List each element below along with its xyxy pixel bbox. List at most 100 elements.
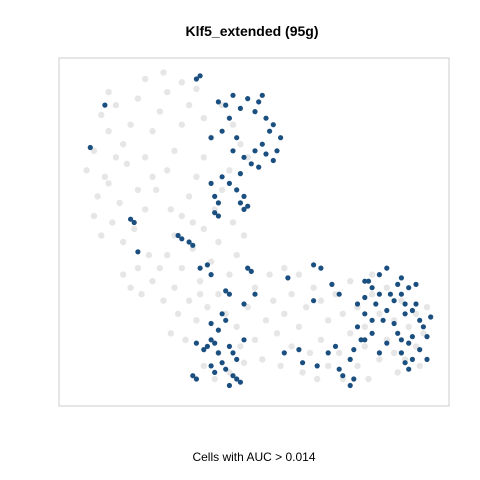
highlighted-cell-point bbox=[226, 180, 232, 186]
background-cell-point bbox=[156, 108, 163, 115]
highlighted-cell-point bbox=[413, 301, 419, 307]
background-cell-point bbox=[244, 154, 251, 161]
background-cell-point bbox=[127, 284, 134, 291]
background-cell-point bbox=[196, 278, 204, 285]
background-cell-point bbox=[112, 154, 120, 161]
background-cell-point bbox=[131, 225, 138, 233]
background-cell-point bbox=[218, 186, 226, 194]
background-cell-point bbox=[405, 323, 412, 330]
highlighted-cell-point bbox=[354, 324, 361, 330]
highlighted-cell-point bbox=[398, 275, 404, 281]
highlighted-cell-point bbox=[300, 360, 306, 366]
highlighted-cell-point bbox=[237, 200, 243, 206]
highlighted-cell-point bbox=[376, 291, 382, 297]
background-cell-point bbox=[266, 271, 273, 278]
background-cell-point bbox=[167, 206, 174, 213]
background-cell-point bbox=[149, 128, 156, 135]
highlighted-cell-point bbox=[252, 291, 258, 297]
highlighted-cell-point bbox=[409, 334, 415, 340]
highlighted-cell-point bbox=[417, 317, 423, 323]
background-cell-point bbox=[171, 147, 178, 154]
background-cell-point bbox=[145, 251, 153, 259]
background-cell-point bbox=[171, 284, 178, 291]
highlighted-cell-point bbox=[391, 298, 397, 304]
background-cell-point bbox=[164, 88, 171, 96]
background-cell-point bbox=[156, 264, 163, 272]
highlighted-cell-point bbox=[285, 275, 291, 281]
background-cell-point bbox=[347, 278, 354, 285]
background-cell-point bbox=[160, 297, 167, 304]
background-cell-point bbox=[138, 291, 145, 298]
highlighted-cell-point bbox=[131, 219, 137, 226]
background-cell-point bbox=[251, 336, 259, 343]
background-cell-point bbox=[178, 212, 185, 220]
highlighted-cell-point bbox=[204, 262, 210, 268]
highlighted-cell-point bbox=[190, 242, 196, 248]
highlighted-cells bbox=[87, 73, 434, 389]
background-cell-point bbox=[134, 186, 142, 194]
background-cell-point bbox=[182, 336, 189, 343]
highlighted-cell-point bbox=[281, 350, 287, 356]
background-cell-point bbox=[310, 284, 317, 291]
highlighted-cell-point bbox=[362, 337, 368, 343]
background-cell-point bbox=[270, 297, 277, 304]
highlighted-cell-point bbox=[409, 356, 415, 362]
background-cell-point bbox=[127, 121, 134, 128]
background-cell-point bbox=[105, 180, 112, 187]
highlighted-cell-point bbox=[193, 376, 199, 382]
highlighted-cell-point bbox=[384, 340, 390, 346]
highlighted-cell-point bbox=[230, 373, 236, 379]
background-cell-point bbox=[178, 79, 185, 86]
background-cell-point bbox=[262, 317, 270, 324]
background-cell-point bbox=[368, 291, 376, 298]
highlighted-cell-point bbox=[267, 128, 273, 134]
background-cell-point bbox=[105, 88, 112, 96]
highlighted-cell-point bbox=[212, 369, 218, 375]
highlighted-cell-point bbox=[245, 265, 251, 271]
background-cell-point bbox=[215, 238, 222, 246]
highlighted-cell-point bbox=[208, 320, 214, 327]
background-cell-point bbox=[185, 297, 193, 304]
highlighted-cell-point bbox=[87, 144, 93, 151]
background-cell-point bbox=[193, 173, 200, 180]
background-cell-point bbox=[317, 297, 325, 304]
highlighted-cell-point bbox=[259, 92, 265, 98]
background-cell-point bbox=[281, 310, 288, 317]
highlighted-cell-point bbox=[219, 360, 225, 366]
background-cell-point bbox=[178, 264, 185, 272]
background-cell-point bbox=[273, 330, 281, 337]
highlighted-cell-point bbox=[226, 291, 232, 297]
background-cell-point bbox=[120, 141, 127, 148]
highlighted-cell-point bbox=[219, 311, 225, 317]
background-cell-point bbox=[229, 219, 237, 226]
highlighted-cell-point bbox=[336, 291, 342, 297]
highlighted-cell-point bbox=[369, 317, 375, 323]
highlighted-cell-point bbox=[259, 141, 265, 147]
background-cell-point bbox=[200, 115, 207, 122]
background-cell-point bbox=[325, 317, 332, 324]
highlighted-cell-point bbox=[234, 376, 240, 382]
highlighted-cell-point bbox=[362, 311, 368, 317]
background-cell-point bbox=[240, 359, 248, 366]
background-cell-point bbox=[336, 349, 343, 357]
highlighted-cell-point bbox=[296, 347, 302, 353]
background-cell-point bbox=[83, 167, 90, 174]
background-cell-point bbox=[98, 232, 105, 239]
background-cell-point bbox=[200, 225, 207, 233]
background-cell-point bbox=[251, 284, 259, 291]
background-cell-point bbox=[226, 167, 233, 174]
highlighted-cell-point bbox=[226, 343, 232, 349]
highlighted-cell-point bbox=[234, 356, 240, 362]
highlighted-cell-point bbox=[208, 180, 214, 186]
background-cell-point bbox=[229, 121, 237, 128]
background-cell-point bbox=[347, 330, 354, 337]
highlighted-cell-point bbox=[230, 350, 236, 356]
highlighted-cell-point bbox=[256, 164, 262, 170]
highlighted-cell-point bbox=[398, 350, 404, 356]
highlighted-cell-point bbox=[197, 73, 203, 79]
highlighted-cell-point bbox=[347, 356, 353, 362]
background-cell-point bbox=[240, 232, 248, 239]
background-cell-point bbox=[288, 343, 295, 350]
background-cell-point bbox=[299, 369, 306, 376]
highlighted-cell-point bbox=[190, 373, 196, 379]
